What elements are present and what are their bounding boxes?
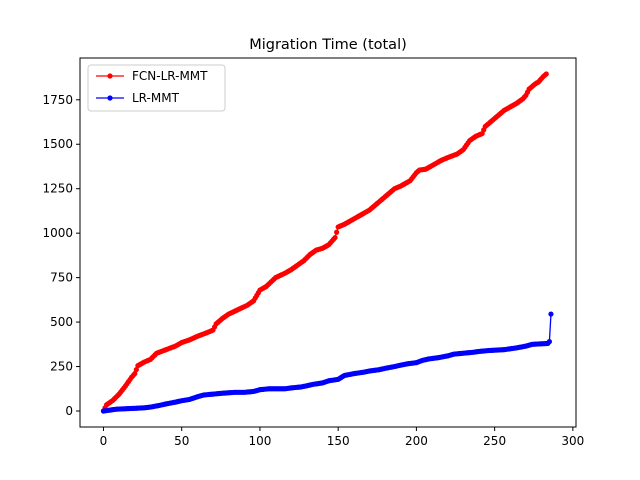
data-point (546, 339, 553, 345)
y-tick-label: 1000 (42, 226, 73, 240)
data-point (133, 367, 139, 373)
axis-layer: 0 50 100 150 200 250 300 0 250 500 750 1000 1250 1500… (42, 93, 584, 448)
x-tick-label: 150 (327, 434, 350, 448)
y-tick-label: 0 (65, 404, 73, 418)
x-tick-label: 0 (100, 434, 108, 448)
legend-marker-fcn-lr-mmt (107, 73, 113, 79)
series-line-fcn-lr-mmt (102, 73, 547, 412)
data-point (332, 235, 338, 241)
y-tick-label: 500 (50, 315, 73, 329)
y-tick-label: 1500 (42, 137, 73, 151)
y-tick-label: 1250 (42, 182, 73, 196)
x-tick-label: 50 (174, 434, 189, 448)
data-point (548, 311, 554, 317)
legend-label-lr-mmt: LR-MMT (132, 91, 180, 105)
data-point (334, 229, 340, 235)
plot-frame (79, 57, 577, 428)
legend: FCN-LR-MMT LR-MMT (87, 64, 226, 112)
data-point (543, 71, 549, 77)
y-tick-label: 250 (50, 360, 73, 374)
x-tick-label: 300 (561, 434, 584, 448)
y-tick-label: 750 (50, 271, 73, 285)
series-lr-mmt (100, 311, 554, 414)
legend-marker-lr-mmt (107, 95, 113, 101)
series-layer (100, 71, 554, 414)
series-fcn-lr-mmt (100, 71, 549, 414)
data-point (132, 371, 138, 377)
x-tick-label: 200 (405, 434, 428, 448)
x-tick-label: 100 (248, 434, 271, 448)
y-tick-label: 1750 (42, 93, 73, 107)
chart-title: Migration Time (total) (249, 37, 407, 53)
series-line-lr-mmt (103, 314, 552, 412)
legend-label-fcn-lr-mmt: FCN-LR-MMT (132, 69, 208, 83)
x-tick-label: 250 (483, 434, 506, 448)
